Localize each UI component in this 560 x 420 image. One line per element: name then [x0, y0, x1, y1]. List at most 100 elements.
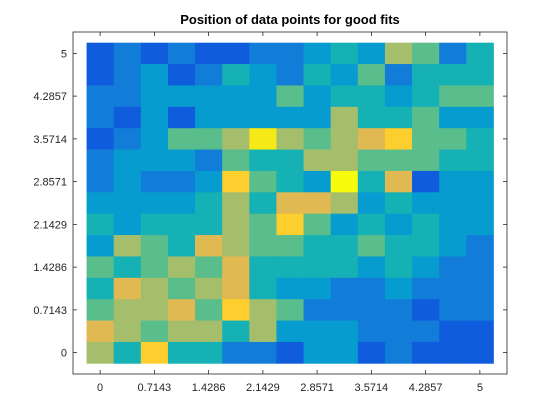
heatmap-cell-r10-c11	[384, 256, 413, 279]
heatmap-cell-r1-c3	[167, 64, 196, 86]
heatmap-cell-r12-c0	[86, 299, 115, 321]
heatmap-cell-r1-c7	[276, 64, 304, 86]
heatmap-cell-r9-c1	[113, 235, 142, 257]
heatmap-cell-r5-c13	[439, 149, 467, 172]
heatmap-cell-r12-c4	[195, 299, 223, 321]
heatmap-cell-r7-c10	[357, 192, 386, 215]
heatmap-cell-r3-c7	[276, 106, 304, 129]
heatmap-cell-r14-c12	[412, 341, 440, 364]
heatmap-cell-r11-c8	[303, 277, 332, 300]
heatmap-cell-r1-c10	[357, 64, 386, 86]
heatmap-cell-r10-c13	[439, 256, 467, 279]
heatmap-cell-r1-c5	[222, 64, 250, 86]
x-tick-label: 2.8571	[300, 382, 334, 394]
heatmap-cell-r9-c9	[330, 235, 359, 257]
heatmap-cell-r8-c14	[466, 213, 494, 236]
y-tick-label: 2.8571	[33, 177, 67, 189]
heatmap-cell-r3-c11	[384, 106, 413, 129]
heatmap-cell-r4-c12	[412, 128, 440, 150]
heatmap-cell-r14-c5	[222, 341, 250, 364]
heatmap-cell-r1-c4	[195, 64, 223, 86]
heatmap-cell-r2-c0	[86, 85, 115, 108]
heatmap-cell-r0-c0	[86, 42, 115, 65]
heatmap-cell-r4-c11	[384, 128, 413, 150]
heatmap-cell-r10-c14	[466, 256, 494, 279]
heatmap-cell-r1-c11	[384, 64, 413, 86]
heatmap-cell-r2-c9	[330, 85, 359, 108]
heatmap-cell-r11-c10	[357, 277, 386, 300]
heatmap-cell-r3-c1	[113, 106, 142, 129]
heatmap-cell-r4-c3	[167, 128, 196, 150]
heatmap-cell-r1-c0	[86, 64, 115, 86]
heatmap-cell-r6-c4	[195, 170, 223, 193]
heatmap-cell-r6-c11	[384, 170, 413, 193]
heatmap-cell-r7-c6	[249, 192, 277, 215]
heatmap-cell-r5-c12	[412, 149, 440, 172]
heatmap-cell-r11-c4	[195, 277, 223, 300]
heatmap-cell-r0-c2	[140, 42, 169, 65]
heatmap-cell-r13-c7	[276, 320, 304, 343]
y-tick-label: 5	[61, 48, 67, 60]
heatmap-cell-r0-c12	[412, 42, 440, 65]
heatmap-cell-r4-c8	[303, 128, 332, 150]
heatmap-cell-r2-c5	[222, 85, 250, 108]
heatmap-cell-r8-c7	[276, 213, 304, 236]
heatmap-cell-r12-c7	[276, 299, 304, 321]
plot-area-border	[72, 31, 508, 375]
heatmap-cell-r12-c13	[439, 299, 467, 321]
heatmap-cell-r3-c12	[412, 106, 440, 129]
heatmap-cell-r6-c7	[276, 170, 304, 193]
heatmap-cell-r7-c8	[303, 192, 332, 215]
heatmap-cell-r12-c3	[167, 299, 196, 321]
heatmap-cells	[86, 42, 494, 364]
heatmap-cell-r4-c14	[466, 128, 494, 150]
heatmap-cell-r9-c11	[384, 235, 413, 257]
heatmap-cell-r10-c4	[195, 256, 223, 279]
heatmap-cell-r0-c14	[466, 42, 494, 65]
heatmap-cell-r11-c5	[222, 277, 250, 300]
heatmap-cell-r8-c5	[222, 213, 250, 236]
heatmap-cell-r7-c1	[113, 192, 142, 215]
heatmap-cell-r11-c11	[384, 277, 413, 300]
heatmap-cell-r8-c3	[167, 213, 196, 236]
heatmap-cell-r3-c14	[466, 106, 494, 129]
heatmap-cell-r12-c9	[330, 299, 359, 321]
heatmap-cell-r10-c10	[357, 256, 386, 279]
heatmap-cell-r12-c6	[249, 299, 277, 321]
heatmap-cell-r6-c1	[113, 170, 142, 193]
heatmap-cell-r13-c5	[222, 320, 250, 343]
heatmap-cell-r12-c12	[412, 299, 440, 321]
heatmap-cell-r7-c5	[222, 192, 250, 215]
heatmap-cell-r6-c10	[357, 170, 386, 193]
heatmap-cell-r11-c1	[113, 277, 142, 300]
y-tick-label: 0.7143	[33, 305, 67, 317]
heatmap-cell-r12-c10	[357, 299, 386, 321]
heatmap-cell-r12-c11	[384, 299, 413, 321]
heatmap-cell-r11-c2	[140, 277, 169, 300]
heatmap-cell-r7-c12	[412, 192, 440, 215]
heatmap-cell-r9-c8	[303, 235, 332, 257]
heatmap-cell-r5-c14	[466, 149, 494, 172]
heatmap-cell-r0-c9	[330, 42, 359, 65]
heatmap-cell-r4-c10	[357, 128, 386, 150]
heatmap-cell-r3-c8	[303, 106, 332, 129]
heatmap-cell-r14-c9	[330, 341, 359, 364]
heatmap-cell-r0-c13	[439, 42, 467, 65]
heatmap-cell-r9-c6	[249, 235, 277, 257]
heatmap-cell-r13-c13	[439, 320, 467, 343]
heatmap-cell-r11-c7	[276, 277, 304, 300]
heatmap-cell-r13-c12	[412, 320, 440, 343]
heatmap-cell-r8-c6	[249, 213, 277, 236]
heatmap-cell-r7-c14	[466, 192, 494, 215]
heatmap-cell-r12-c8	[303, 299, 332, 321]
heatmap-cell-r9-c4	[195, 235, 223, 257]
heatmap-cell-r14-c7	[276, 341, 304, 364]
heatmap-cell-r9-c5	[222, 235, 250, 257]
heatmap-cell-r4-c5	[222, 128, 250, 150]
heatmap-cell-r11-c14	[466, 277, 494, 300]
heatmap-cell-r0-c3	[167, 42, 196, 65]
heatmap-cell-r3-c3	[167, 106, 196, 129]
heatmap-cell-r8-c1	[113, 213, 142, 236]
heatmap-cell-r14-c10	[357, 341, 386, 364]
